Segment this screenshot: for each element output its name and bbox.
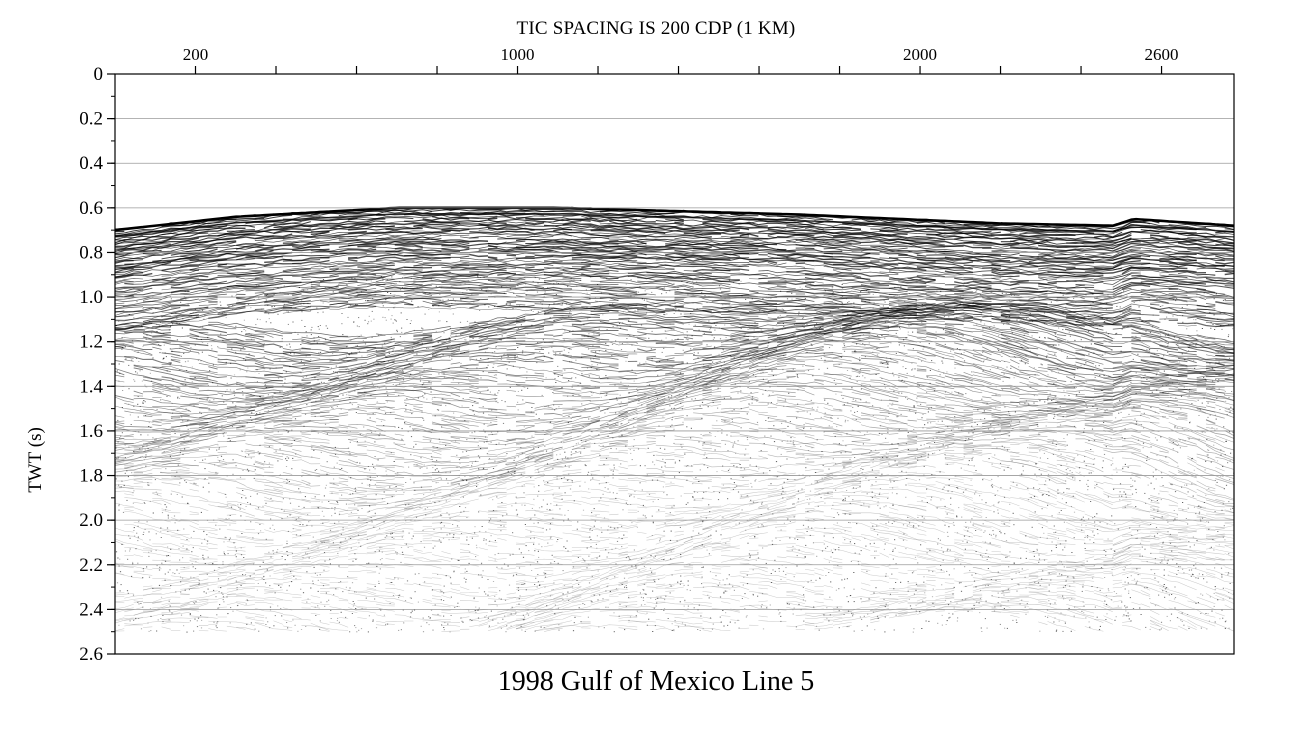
x-tick-label: 1000 [501,45,535,64]
y-tick-label: 0 [94,64,104,85]
y-tick-label: 0.2 [79,109,103,130]
y-tick-label: 1.4 [79,376,103,397]
y-tick-label: 2.6 [79,644,103,665]
y-tick-label: 2.0 [79,510,103,531]
x-tick-label: 200 [183,45,209,64]
tick-spacing-title: TIC SPACING IS 200 CDP (1 KM) [516,18,796,39]
axes: 0 0.2 0.4 0.6 0.8 1.0 1.2 1.4 1.6 1.8 2.0 2.2 2.4 2.6… [79,45,1235,665]
y-tick-label: 1.0 [79,287,103,308]
y-tick-label: 2.4 [79,599,103,620]
y-tick-label: 2.2 [79,555,103,576]
x-tick-label: 2000 [903,45,937,64]
y-tick-label: 1.8 [79,466,103,487]
gridlines [115,118,1234,655]
y-tick-label: 0.6 [79,198,103,219]
y-tick-label: 0.8 [79,242,103,263]
y-tick-label: 1.6 [79,421,103,442]
x-tick-label: 2600 [1145,45,1179,64]
y-tick-label: 0.4 [79,153,103,174]
y-axis-title: TWT (s) [25,427,46,493]
figure-title: 1998 Gulf of Mexico Line 5 [497,666,815,697]
seismic-image [115,206,1234,633]
y-tick-label: 1.2 [79,332,103,353]
